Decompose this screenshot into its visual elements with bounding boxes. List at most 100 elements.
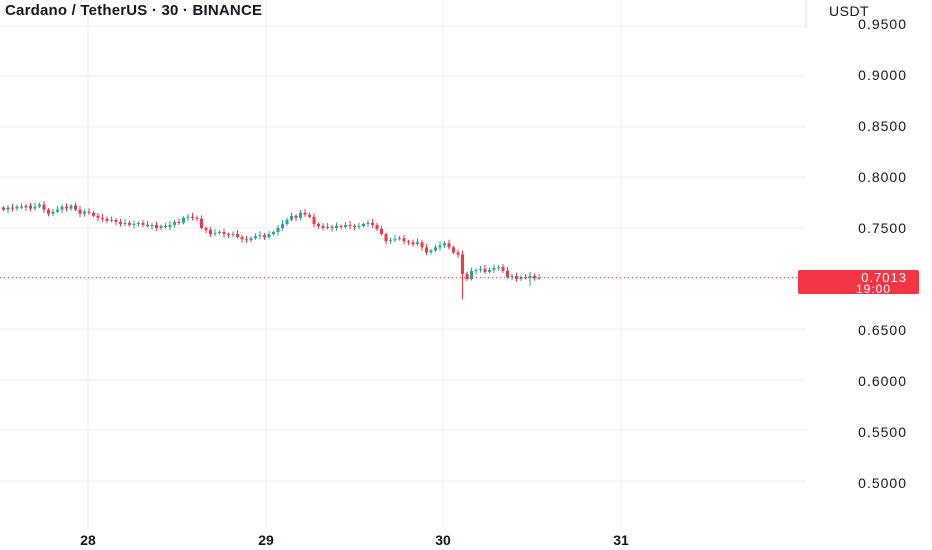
candle-body <box>78 209 82 214</box>
candle-body <box>173 221 176 225</box>
candle-body <box>501 266 505 271</box>
candle <box>452 245 455 255</box>
candle-body <box>294 215 298 218</box>
candle-body <box>290 215 293 220</box>
candle <box>209 227 212 237</box>
candle-body <box>47 209 50 214</box>
candle <box>533 273 536 281</box>
candle <box>105 216 109 224</box>
time-tick-label: 30 <box>435 532 451 548</box>
candle <box>294 214 298 222</box>
candle <box>488 267 491 274</box>
time-axis[interactable]: 28 29 30 31 <box>80 532 629 548</box>
candle <box>186 214 190 222</box>
candle-body <box>362 223 365 226</box>
candle-body <box>105 218 109 221</box>
candle <box>461 250 464 300</box>
candle <box>92 211 95 218</box>
candle-body <box>38 204 41 207</box>
candle-body <box>407 241 410 243</box>
candle-body <box>510 275 514 277</box>
candle-body <box>101 217 104 219</box>
candle <box>159 224 163 231</box>
candle <box>146 220 149 228</box>
candle-body <box>6 207 10 210</box>
candle-body <box>65 206 68 209</box>
candle <box>290 212 293 222</box>
candle <box>173 219 176 228</box>
price-tick-label: 0.5500 <box>858 424 907 440</box>
candle-body <box>308 214 311 217</box>
candle <box>218 229 221 235</box>
candle <box>155 221 158 231</box>
candle-body <box>87 211 91 213</box>
price-tick-label: 0.6000 <box>858 373 907 389</box>
candle-body <box>74 205 77 210</box>
candle <box>245 235 248 243</box>
candle <box>132 220 136 229</box>
candle <box>11 203 14 212</box>
candle <box>317 222 320 229</box>
candle-body <box>42 204 46 210</box>
candle <box>375 222 379 232</box>
candle-body <box>123 222 127 224</box>
candle <box>168 220 172 231</box>
candle <box>326 223 329 230</box>
candle <box>402 234 406 245</box>
price-tick-label: 0.8500 <box>858 118 907 134</box>
candle <box>303 208 307 217</box>
candle <box>42 201 46 214</box>
candle <box>114 218 118 226</box>
candle <box>87 208 91 215</box>
candle-body <box>380 229 383 235</box>
candle-body <box>335 225 338 228</box>
price-axis[interactable]: 0.9500 0.9000 0.8500 0.8000 0.7500 0.6500 0.60… <box>858 16 907 491</box>
candle <box>69 204 73 211</box>
candle <box>227 232 230 238</box>
candle <box>353 223 356 230</box>
candle <box>330 224 334 232</box>
candle <box>281 219 284 231</box>
candle-body <box>375 224 379 230</box>
candle-body <box>429 250 433 253</box>
candle <box>321 223 325 231</box>
candle <box>47 208 50 217</box>
candle <box>65 203 68 212</box>
candle <box>141 220 145 228</box>
candle-body <box>434 247 437 251</box>
candle-body <box>474 269 478 271</box>
currency-unit-label[interactable]: USDT <box>829 3 870 19</box>
candle <box>299 209 302 221</box>
candle-body <box>2 207 5 210</box>
candle <box>74 202 77 212</box>
candle <box>285 217 289 227</box>
candle-body <box>479 268 482 270</box>
candle-body <box>438 245 442 248</box>
candle <box>24 204 28 211</box>
candle-body <box>11 207 14 209</box>
time-tick-label: 31 <box>613 532 629 548</box>
candle <box>456 249 460 258</box>
candle <box>429 248 433 255</box>
time-tick-label: 28 <box>80 532 96 548</box>
candle <box>263 232 266 240</box>
candle-body <box>132 223 136 225</box>
candle <box>110 216 113 223</box>
candle <box>434 244 437 252</box>
candle-body <box>51 211 55 214</box>
candle-body <box>24 205 28 208</box>
candle-body <box>285 219 289 224</box>
candle-body <box>119 221 122 224</box>
candle <box>236 230 239 239</box>
candle-body <box>150 224 154 226</box>
candle <box>119 219 122 227</box>
price-tick-label: 0.8000 <box>858 169 907 185</box>
grid <box>0 0 807 528</box>
candle-body <box>537 277 541 279</box>
candle-body <box>182 217 185 223</box>
candle <box>384 232 388 245</box>
candle <box>474 268 478 275</box>
